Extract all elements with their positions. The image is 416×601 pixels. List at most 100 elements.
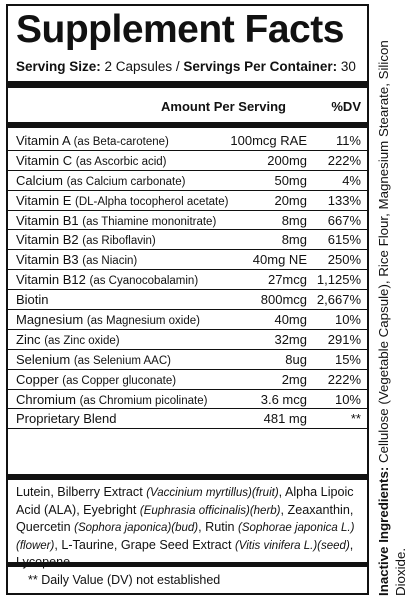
nutrient-label: Biotin xyxy=(16,292,49,308)
nutrient-label: Chromium xyxy=(16,391,76,407)
nutrient-table: Vitamin A (as Beta-carotene) 100mcg RAE 11… xyxy=(8,131,367,430)
blend-text: , Rutin xyxy=(198,520,239,535)
blend-latin-name: (Sophorae japonica L.)(flower) xyxy=(16,522,355,552)
panel-title: Supplement Facts xyxy=(16,8,344,51)
nutrient-label: Vitamin A xyxy=(16,133,70,148)
divider-bar-footnote xyxy=(8,562,367,567)
nutrient-source: (as Selenium AAC) xyxy=(73,354,171,367)
nutrient-row: Calcium (as Calcium carbonate) 50mg 4% xyxy=(8,171,367,191)
nutrient-source: (as Ascorbic acid) xyxy=(75,155,167,168)
nutrient-amount: 2mg xyxy=(281,371,307,387)
nutrient-dv: 4% xyxy=(342,172,361,188)
nutrient-dv: 222% xyxy=(327,152,361,168)
nutrient-dv: 133% xyxy=(327,192,361,208)
nutrient-name: Vitamin B2 (as Riboflavin) xyxy=(16,230,156,251)
nutrient-label: Vitamin B1 xyxy=(16,212,79,228)
nutrient-source: (as Cyanocobalamin) xyxy=(89,275,199,288)
amount-per-serving-header: Amount Per Serving xyxy=(161,99,286,114)
nutrient-label: Selenium xyxy=(16,351,71,367)
blend-latin-name: (Vitis vinifera L.)(seed) xyxy=(234,539,350,552)
serving-size-label: Serving Size: xyxy=(16,59,101,74)
divider-bar-header xyxy=(8,122,367,128)
nutrient-source: (as Riboflavin) xyxy=(82,235,156,248)
nutrient-row: Vitamin B3 (as Niacin) 40mg NE 250% xyxy=(8,250,367,271)
nutrient-label: Vitamin C xyxy=(16,152,73,168)
nutrient-name: Biotin xyxy=(16,290,49,309)
nutrient-label: Proprietary Blend xyxy=(16,411,117,427)
nutrient-row: Vitamin B1 (as Thiamine mononitrate) 8mg 6… xyxy=(8,211,367,231)
nutrient-name: Vitamin E (DL-Alpha tocopherol acetate) xyxy=(16,191,228,212)
nutrient-amount: 3.6 mcg xyxy=(260,391,307,407)
nutrient-source: (as Chromium picolinate) xyxy=(79,394,208,407)
nutrient-name: Vitamin A (as Beta-carotene) xyxy=(16,131,169,152)
nutrient-label: Vitamin B3 xyxy=(16,252,79,268)
nutrient-dv: 10% xyxy=(334,312,361,328)
nutrient-source: (as Thiamine mononitrate) xyxy=(82,215,217,228)
nutrient-dv: 291% xyxy=(327,331,361,347)
nutrient-row: Vitamin A (as Beta-carotene) 100mcg RAE 11… xyxy=(8,131,367,151)
nutrient-source: (as Copper gluconate) xyxy=(62,374,177,387)
nutrient-dv: 250% xyxy=(327,252,361,268)
blend-latin-name: (Euphrasia officinalis)(herb) xyxy=(139,504,281,517)
nutrient-amount: 50mg xyxy=(274,172,307,188)
blend-latin-name: (Vaccinium myrtillus)(fruit) xyxy=(146,487,279,499)
nutrient-row: Proprietary Blend 481 mg ** xyxy=(8,409,367,430)
nutrient-amount: 40mg xyxy=(274,312,307,328)
nutrient-source: (as Magnesium oxide) xyxy=(86,315,200,328)
nutrient-amount: 27mcg xyxy=(267,272,307,288)
nutrient-row: Vitamin E (DL-Alpha tocopherol acetate) 2… xyxy=(8,191,367,211)
nutrient-row: Chromium (as Chromium picolinate) 3.6 mcg… xyxy=(8,390,367,410)
blend-text: , Zeaxanthin, Quercetin xyxy=(16,502,354,535)
nutrient-amount: 20mg xyxy=(274,192,307,208)
nutrient-dv: 1,125% xyxy=(316,272,361,288)
nutrient-amount: 8ug xyxy=(285,351,307,367)
nutrient-name: Proprietary Blend xyxy=(16,409,116,428)
nutrient-row: Zinc (as Zinc oxide) 32mg 291% xyxy=(8,330,367,350)
nutrient-name: Calcium (as Calcium carbonate) xyxy=(16,171,185,192)
nutrient-label: Copper xyxy=(16,371,59,387)
supplement-facts-panel: Supplement Facts Serving Size: 2 Capsule… xyxy=(6,4,369,595)
inactive-ingredients-label: Inactive Ingredients: xyxy=(376,466,391,596)
nutrient-dv: 2,667% xyxy=(316,292,361,308)
nutrient-amount: 200mg xyxy=(267,152,307,168)
divider-bar-top xyxy=(8,81,367,88)
dv-footnote: ** Daily Value (DV) not established xyxy=(28,573,221,587)
nutrient-label: Magnesium xyxy=(16,312,84,328)
nutrient-amount: 32mg xyxy=(274,331,307,347)
nutrient-dv: 10% xyxy=(334,391,361,407)
blend-text: Lutein, Bilberry Extract xyxy=(16,485,147,499)
nutrient-dv: 11% xyxy=(335,133,361,148)
nutrient-row: Vitamin B2 (as Riboflavin) 8mg 615% xyxy=(8,230,367,251)
nutrient-dv: ** xyxy=(350,411,361,427)
proprietary-blend-ingredients: Lutein, Bilberry Extract (Vaccinium myrt… xyxy=(16,484,361,571)
servings-per-container-value: 30 xyxy=(337,59,356,74)
nutrient-row: Vitamin C (as Ascorbic acid) 200mg 222% xyxy=(8,151,367,171)
nutrient-name: Vitamin B12 (as Cyanocobalamin) xyxy=(16,270,198,291)
nutrient-source: (DL-Alpha tocopherol acetate) xyxy=(75,195,229,208)
nutrient-source: (as Beta-carotene) xyxy=(73,136,169,148)
blend-text: , Alpha Lipoic Acid (ALA), Eyebright xyxy=(16,485,354,517)
nutrient-amount: 100mcg RAE xyxy=(230,133,307,148)
nutrient-label: Vitamin B12 xyxy=(16,272,86,288)
servings-per-container-label: Servings Per Container: xyxy=(183,59,338,74)
nutrient-row: Copper (as Copper gluconate) 2mg 222% xyxy=(8,370,367,390)
nutrient-source: (as Calcium carbonate) xyxy=(66,175,186,188)
inactive-ingredients-text: Inactive Ingredients: Cellulose (Vegetab… xyxy=(375,8,415,596)
nutrient-label: Vitamin E xyxy=(16,192,72,208)
nutrient-label: Zinc xyxy=(16,331,41,347)
nutrient-dv: 615% xyxy=(327,232,361,248)
nutrient-amount: 40mg NE xyxy=(252,252,307,268)
nutrient-amount: 800mcg xyxy=(260,292,307,308)
nutrient-dv: 15% xyxy=(334,351,361,367)
dv-header: %DV xyxy=(331,99,361,114)
nutrient-row: Magnesium (as Magnesium oxide) 40mg 10% xyxy=(8,310,367,330)
nutrient-name: Zinc (as Zinc oxide) xyxy=(16,330,120,351)
nutrient-name: Vitamin B1 (as Thiamine mononitrate) xyxy=(16,211,216,232)
nutrient-source: (as Zinc oxide) xyxy=(44,334,120,347)
nutrient-row: Selenium (as Selenium AAC) 8ug 15% xyxy=(8,350,367,370)
blend-text: , L-Taurine, Grape Seed Extract xyxy=(54,537,235,552)
nutrient-row: Biotin 800mcg 2,667% xyxy=(8,290,367,311)
nutrient-row: Vitamin B12 (as Cyanocobalamin) 27mcg 1,12… xyxy=(8,270,367,291)
nutrient-amount: 481 mg xyxy=(263,411,307,427)
nutrient-source: (as Niacin) xyxy=(82,255,138,268)
